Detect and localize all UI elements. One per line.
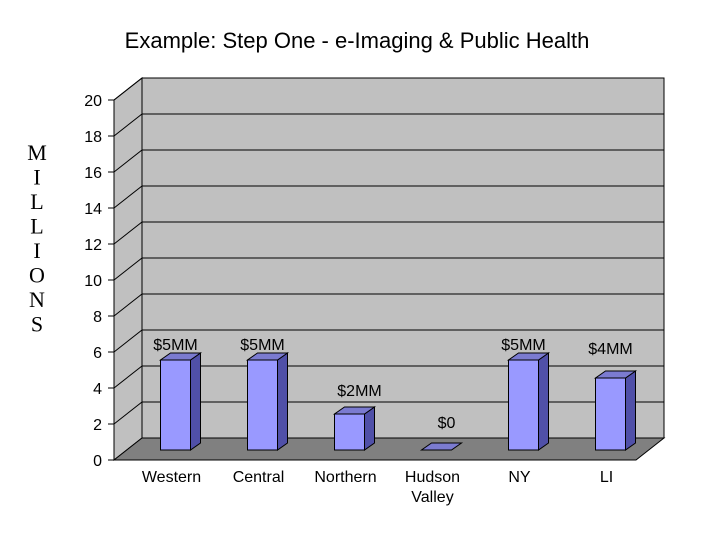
chart-title: Example: Step One - e-Imaging & Public H… <box>125 28 590 53</box>
bar-front <box>508 359 539 451</box>
y-tick-label: 18 <box>84 129 102 146</box>
category-labels: Western Central Northern Hudson Valley NY LI <box>142 469 613 506</box>
y-axis-ticks: 0 2 4 6 8 10 12 14 16 18 20 <box>84 93 114 470</box>
category-label-line: Northern <box>314 469 376 486</box>
bar-top <box>158 352 203 361</box>
category-label-line: Hudson <box>405 469 460 486</box>
category-label-line: LI <box>600 469 613 486</box>
data-label: $5MM <box>153 337 197 354</box>
data-label: $0 <box>438 415 456 432</box>
category-label-line: Western <box>142 469 201 486</box>
category-label: Western <box>142 469 201 486</box>
gridline <box>113 257 664 281</box>
y-tick-label: 16 <box>84 165 102 182</box>
data-label: $5MM <box>501 337 545 354</box>
data-label: $4MM <box>588 341 632 358</box>
y-tick-label: 2 <box>93 417 102 434</box>
bar-top <box>506 352 551 361</box>
bar-front <box>595 377 626 451</box>
bar-side <box>277 352 288 451</box>
y-tick-label: 14 <box>84 201 102 218</box>
category-label: Hudson Valley <box>405 469 460 506</box>
bar <box>419 442 464 451</box>
category-label: LI <box>600 469 613 486</box>
data-label: $5MM <box>240 337 284 354</box>
y-axis-label-letter: M <box>27 140 47 165</box>
y-tick-label: 10 <box>84 273 102 290</box>
bar-side <box>538 352 549 451</box>
y-axis-label-letter: N <box>29 287 45 312</box>
y-axis-label-letter: I <box>33 238 40 263</box>
y-tick-label: 12 <box>84 237 102 254</box>
data-labels: $5MM $5MM $2MM $0 $5MM $4MM <box>153 337 632 432</box>
y-tick-label: 4 <box>93 381 102 398</box>
gridline <box>113 221 664 245</box>
gridlines <box>113 77 664 425</box>
y-axis-label-letter: I <box>33 165 40 190</box>
y-tick-label: 20 <box>84 93 102 110</box>
bars <box>158 352 638 451</box>
gridline <box>113 185 664 209</box>
gridline <box>113 293 664 317</box>
y-axis-label-letter: L <box>30 214 43 239</box>
bar-front <box>247 359 278 451</box>
y-tick-label: 6 <box>93 345 102 362</box>
y-tick-label: 8 <box>93 309 102 326</box>
bar-top <box>245 352 290 361</box>
y-axis-label-letter: L <box>30 189 43 214</box>
bar-side <box>625 370 636 451</box>
y-axis-label-letter: S <box>31 312 43 337</box>
category-label: NY <box>508 469 531 486</box>
category-label: Central <box>233 469 285 486</box>
bar-front <box>160 359 191 451</box>
gridline <box>113 329 664 353</box>
y-axis-label-letter: O <box>29 263 45 288</box>
bar <box>593 370 638 451</box>
y-tick-label: 0 <box>93 453 102 470</box>
gridline <box>113 365 664 389</box>
bar-side <box>190 352 201 451</box>
gridline <box>113 401 664 425</box>
category-label-line: NY <box>508 469 531 486</box>
bar-top <box>332 406 377 415</box>
category-label-line: Valley <box>411 489 453 506</box>
gridline <box>113 77 664 101</box>
bar-front <box>334 413 365 451</box>
data-label: $2MM <box>337 383 381 400</box>
category-label: Northern <box>314 469 376 486</box>
bar <box>245 352 290 451</box>
bar <box>506 352 551 451</box>
bar <box>332 406 377 451</box>
bar <box>158 352 203 451</box>
gridline <box>113 149 664 173</box>
bar-top <box>419 442 464 451</box>
category-label-line: Central <box>233 469 285 486</box>
gridline <box>113 113 664 137</box>
bar-top <box>593 370 638 379</box>
